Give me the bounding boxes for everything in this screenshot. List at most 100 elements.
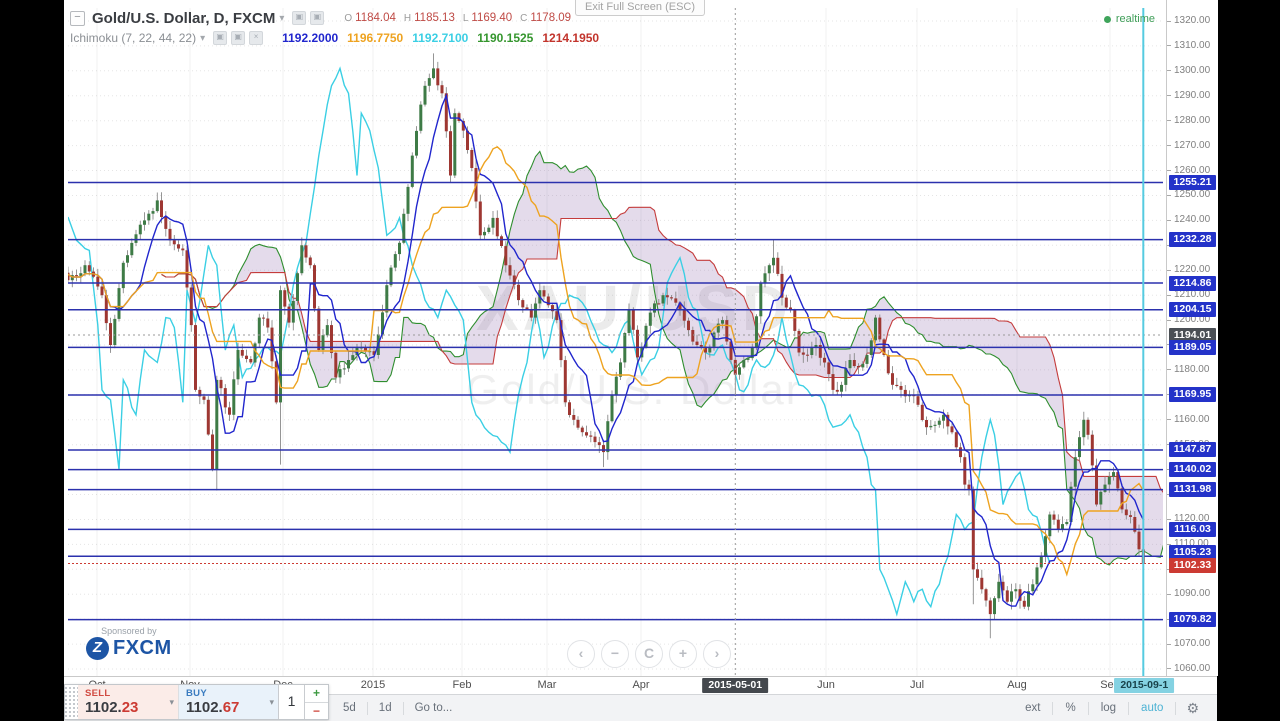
buy-button[interactable]: BUY 1102.67 ▾ — [178, 685, 278, 719]
scale-buttons-group: ext% log auto ⚙ — [1013, 695, 1209, 721]
quantity-stepper: + − — [305, 685, 328, 719]
price-tick-label: 1270.00 — [1174, 139, 1211, 151]
chart-legend: − Gold/U.S. Dollar, D, FXCM ▾ ▣ ▣ O 1184.… — [70, 8, 599, 48]
price-tick-label: 1310.00 — [1174, 39, 1211, 51]
indicator-settings-icon[interactable]: ▣ — [213, 31, 228, 45]
quantity-increase-button[interactable]: + — [305, 685, 328, 703]
symbol-style-icon[interactable]: ▣ — [310, 11, 325, 25]
timeframe-button-1d[interactable]: 1d — [378, 702, 392, 714]
sell-button[interactable]: SELL 1102.23 ▾ — [78, 685, 178, 719]
alert-price-badge[interactable]: 1189.05 — [1169, 339, 1216, 355]
scale-button-log[interactable]: log — [1100, 702, 1117, 714]
price-tick-mark — [1167, 543, 1171, 545]
alert-price-badge[interactable]: 1147.87 — [1169, 442, 1216, 458]
symbol-quick-settings-icon[interactable]: ▣ — [292, 11, 307, 25]
price-tick-label: 1280.00 — [1174, 114, 1211, 126]
goto-button[interactable]: Go to... — [414, 702, 453, 714]
alert-price-badge[interactable]: 1079.82 — [1169, 612, 1216, 628]
indicator-title[interactable]: Ichimoku (7, 22, 44, 22) — [70, 31, 197, 45]
chevron-down-icon[interactable]: ▾ — [279, 12, 285, 24]
time-tick-label: Jun — [817, 679, 835, 691]
scale-button-ext[interactable]: ext — [1025, 702, 1041, 714]
indicator-values: 1192.2000 1196.7750 1192.7100 1190.1525 1214… — [273, 31, 599, 45]
price-tick-label: 1240.00 — [1174, 214, 1211, 226]
last-price-badge: 1102.33 — [1169, 557, 1216, 573]
timeframe-group: 5d 1d Go to... — [332, 695, 463, 721]
symbol-title[interactable]: Gold/U.S. Dollar, D, FXCM — [92, 9, 276, 27]
alert-price-badge[interactable]: 1214.86 — [1169, 275, 1216, 291]
price-tick-mark — [1167, 419, 1171, 421]
ohlc-readout: O 1184.04 H 1185.13 L 1169.40 C 1178.09 — [336, 12, 571, 24]
trade-widget: SELL 1102.23 ▾ BUY 1102.67 ▾ 1 + − — [64, 684, 329, 720]
gear-icon[interactable]: ⚙ — [1186, 699, 1199, 716]
alert-price-badge[interactable]: 1255.21 — [1169, 174, 1216, 190]
chevron-down-icon[interactable]: ▾ — [169, 697, 174, 707]
price-tick-mark — [1167, 643, 1171, 645]
chart-nav-buttons: ‹ − C + › — [564, 640, 734, 668]
price-tick-label: 1160.00 — [1174, 413, 1210, 425]
pan-right-button[interactable]: › — [703, 640, 731, 668]
scale-button-auto[interactable]: auto — [1141, 702, 1164, 714]
alert-price-badge[interactable]: 1116.03 — [1169, 521, 1216, 537]
toolbar-divider — [1175, 701, 1177, 715]
time-tick-label: Mar — [537, 679, 557, 691]
indicator-close-icon[interactable]: × — [249, 31, 264, 45]
time-tick-label: Feb — [452, 679, 472, 691]
ohlc-value: 1178.09 — [530, 12, 572, 24]
toolbar-divider — [1087, 701, 1089, 715]
watermark-name: Gold/U.S. Dollar — [466, 366, 801, 413]
widget-drag-handle[interactable] — [65, 685, 78, 719]
ohlc-value: 1185.13 — [414, 12, 455, 24]
reset-view-button[interactable]: C — [635, 640, 663, 668]
toolbar-divider — [402, 701, 404, 715]
price-tick-mark — [1167, 593, 1171, 595]
toolbar-divider — [1128, 701, 1130, 715]
sponsor-block: Sponsored by Z FXCM — [86, 626, 172, 660]
chevron-down-icon[interactable]: ▾ — [269, 697, 274, 707]
price-tick-label: 1290.00 — [1174, 89, 1211, 101]
ohlc-label: C — [520, 13, 528, 24]
price-tick-mark — [1167, 170, 1171, 172]
price-tick-mark — [1167, 145, 1171, 147]
fxcm-wordmark[interactable]: FXCM — [113, 637, 172, 659]
price-tick-label: 1120.00 — [1174, 513, 1210, 525]
pan-left-button[interactable]: ‹ — [567, 640, 595, 668]
fxcm-logo-icon[interactable]: Z — [86, 637, 109, 660]
time-axis[interactable]: OctNovDec2015FebMarAprJunJulAugSep2015-0… — [64, 676, 1217, 695]
alert-price-badge[interactable]: 1169.95 — [1169, 387, 1216, 403]
legend-collapse-icon[interactable]: − — [70, 10, 85, 26]
price-tick-mark — [1167, 294, 1171, 296]
alert-price-badge[interactable]: 1140.02 — [1169, 462, 1216, 478]
zoom-out-button[interactable]: − — [601, 640, 629, 668]
price-tick-label: 1250.00 — [1174, 189, 1211, 201]
candlestick-chart-canvas[interactable]: XAU/USD Gold/U.S. Dollar — [64, 0, 1166, 676]
sponsored-by-label: Sponsored by — [101, 626, 157, 636]
toolbar-divider — [366, 701, 368, 715]
price-tick-label: 1060.00 — [1174, 662, 1211, 674]
alert-price-badge[interactable]: 1131.98 — [1169, 482, 1216, 498]
indicator-source-icon[interactable]: ▣ — [231, 31, 246, 45]
price-tick-mark — [1167, 70, 1171, 72]
ohlc-value: 1184.04 — [355, 12, 396, 24]
price-tick-label: 1200.00 — [1174, 314, 1211, 326]
time-tick-label: Apr — [632, 679, 650, 691]
indicator-value: 1192.7100 — [412, 31, 469, 45]
alert-price-badge[interactable]: 1204.15 — [1169, 302, 1216, 318]
price-tick-label: 1110.00 — [1174, 538, 1209, 550]
toolbar-divider — [1052, 701, 1054, 715]
zoom-in-button[interactable]: + — [669, 640, 697, 668]
price-tick-label: 1210.00 — [1174, 289, 1211, 301]
price-tick-mark — [1167, 20, 1171, 22]
timeframe-button-5d[interactable]: 5d — [343, 702, 356, 714]
price-axis[interactable]: 1320.00 1310.00 1300.00 1290.00 1280.00 1270.… — [1166, 0, 1218, 676]
chevron-down-icon[interactable]: ▾ — [200, 32, 206, 44]
scale-button-%[interactable]: % — [1065, 702, 1076, 714]
indicator-value: 1190.1525 — [477, 31, 534, 45]
quantity-decrease-button[interactable]: − — [312, 703, 320, 718]
alert-price-badge[interactable]: 1232.28 — [1169, 232, 1216, 248]
alert-price-badge[interactable]: 1105.23 — [1169, 544, 1216, 560]
time-tick-label: Aug — [1007, 679, 1027, 691]
price-tick-label: 1320.00 — [1174, 15, 1211, 26]
quantity-field[interactable]: 1 — [278, 685, 305, 719]
